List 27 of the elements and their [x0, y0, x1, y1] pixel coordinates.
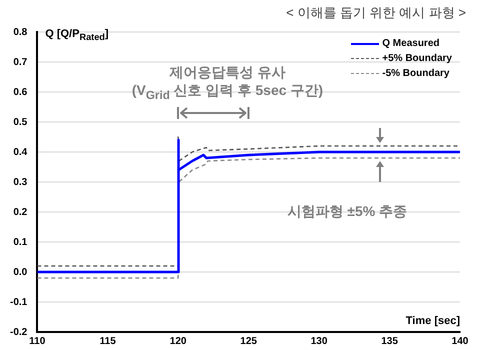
y-tick-label: 0.6: [13, 86, 28, 98]
y-tick-label: 0.3: [13, 176, 28, 188]
legend-label: Q Measured: [382, 38, 440, 49]
y-tick-label: 0.5: [13, 116, 28, 128]
x-axis-title: Time [sec]: [406, 315, 460, 327]
y-axis-title: Q [Q/P$_{Rated}$]: [45, 28, 109, 42]
x-tick-label: 115: [100, 336, 116, 347]
annotation: 제어응답특성 유사: [170, 64, 286, 82]
legend-label: -5% Boundary: [382, 68, 450, 79]
y-tick-label: 0.0: [13, 266, 28, 278]
x-tick-label: 135: [381, 336, 398, 347]
legend-label: +5% Boundary: [382, 53, 452, 64]
x-tick-label: 130: [310, 336, 328, 347]
x-tick-label: 120: [170, 336, 187, 347]
y-tick-label: 0.4: [13, 146, 28, 158]
x-tick-label: 110: [29, 336, 46, 347]
y-tick-label: -0.1: [10, 296, 28, 308]
y-tick-label: 0.8: [13, 26, 28, 38]
x-tick-label: 125: [240, 336, 258, 347]
annotation: 시험파형 ±5% 추종: [287, 203, 408, 221]
chart-title: < 이해를 돕기 위한 예시 파형 >: [286, 4, 466, 22]
y-tick-label: 0.7: [13, 56, 28, 68]
x-tick-label: 140: [452, 336, 469, 347]
y-tick-label: 0.1: [13, 236, 28, 248]
annotation: (V$_{Grid}$ 신호 입력 후 5sec 구간): [132, 82, 324, 102]
y-tick-label: -0.2: [10, 326, 28, 338]
y-tick-label: 0.2: [13, 206, 28, 218]
